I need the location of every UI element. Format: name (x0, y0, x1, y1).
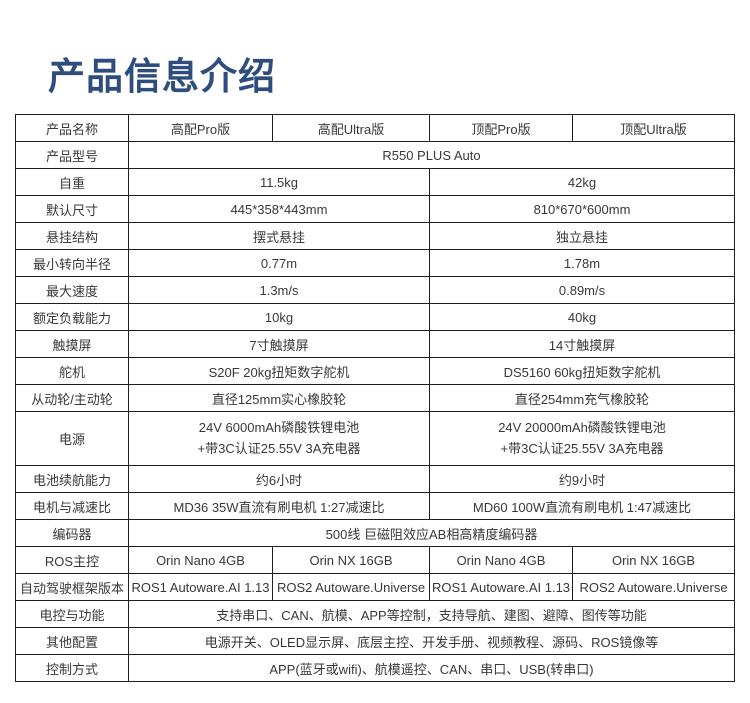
row-label: 触摸屏 (15, 330, 129, 358)
cell-value: 独立悬挂 (429, 222, 735, 250)
cell-value: 支持串口、CAN、航模、APP等控制，支持导航、建图、避障、图传等功能 (128, 600, 735, 628)
row-battery-life: 电池续航能力 约6小时 约9小时 (15, 465, 735, 493)
cell-value: ROS2 Autoware.Universe (272, 573, 430, 601)
row-other-config: 其他配置 电源开关、OLED显示屏、底层主控、开发手册、视频教程、源码、ROS镜… (15, 627, 735, 655)
cell-value: 直径254mm充气橡胶轮 (429, 384, 735, 412)
spec-header-row: 产品名称 高配Pro版 高配Ultra版 顶配Pro版 顶配Ultra版 (15, 114, 735, 142)
cell-value: 0.89m/s (429, 276, 735, 304)
row-min-turning-radius: 最小转向半径 0.77m 1.78m (15, 249, 735, 277)
row-label: 自动驾驶框架版本 (15, 573, 129, 601)
product-spec-table: 产品名称 高配Pro版 高配Ultra版 顶配Pro版 顶配Ultra版 产品型… (15, 114, 735, 682)
row-label: 电池续航能力 (15, 465, 129, 493)
row-label: ROS主控 (15, 546, 129, 574)
header-col-pro: 高配Pro版 (128, 114, 273, 142)
row-label: 电机与减速比 (15, 492, 129, 520)
row-label: 电控与功能 (15, 600, 129, 628)
cell-value: 500线 巨磁阻效应AB相高精度编码器 (128, 519, 735, 547)
row-label: 电源 (15, 411, 129, 466)
cell-value: 10kg (128, 303, 430, 331)
row-weight: 自重 11.5kg 42kg (15, 168, 735, 196)
row-label: 产品型号 (15, 141, 129, 169)
row-control-features: 电控与功能 支持串口、CAN、航模、APP等控制，支持导航、建图、避障、图传等功… (15, 600, 735, 628)
row-control-methods: 控制方式 APP(蓝牙或wifi)、航模遥控、CAN、串口、USB(转串口) (15, 654, 735, 682)
row-label: 最大速度 (15, 276, 129, 304)
row-autoware-version: 自动驾驶框架版本 ROS1 Autoware.AI 1.13 ROS2 Auto… (15, 573, 735, 601)
cell-value: 约9小时 (429, 465, 735, 493)
cell-value: DS5160 60kg扭矩数字舵机 (429, 357, 735, 385)
cell-value: MD36 35W直流有刷电机 1:27减速比 (128, 492, 430, 520)
row-default-size: 默认尺寸 445*358*443mm 810*670*600mm (15, 195, 735, 223)
row-label: 自重 (15, 168, 129, 196)
cell-value: 11.5kg (128, 168, 430, 196)
cell-value: 14寸触摸屏 (429, 330, 735, 358)
header-col-top-ultra: 顶配Ultra版 (572, 114, 735, 142)
row-label: 舵机 (15, 357, 129, 385)
cell-value: 445*358*443mm (128, 195, 430, 223)
row-label: 额定负载能力 (15, 303, 129, 331)
row-label: 其他配置 (15, 627, 129, 655)
cell-value: 1.78m (429, 249, 735, 277)
header-col-top-pro: 顶配Pro版 (429, 114, 573, 142)
cell-value: 直径125mm实心橡胶轮 (128, 384, 430, 412)
cell-value: 810*670*600mm (429, 195, 735, 223)
row-label: 从动轮/主动轮 (15, 384, 129, 412)
cell-value: 24V 20000mAh磷酸铁锂电池 +带3C认证25.55V 3A充电器 (429, 411, 735, 466)
page-title: 产品信息介绍 (48, 56, 276, 97)
row-power-supply: 电源 24V 6000mAh磷酸铁锂电池 +带3C认证25.55V 3A充电器 … (15, 411, 735, 466)
row-rated-load: 额定负载能力 10kg 40kg (15, 303, 735, 331)
cell-value: 电源开关、OLED显示屏、底层主控、开发手册、视频教程、源码、ROS镜像等 (128, 627, 735, 655)
cell-value: 40kg (429, 303, 735, 331)
row-max-speed: 最大速度 1.3m/s 0.89m/s (15, 276, 735, 304)
cell-value: Orin NX 16GB (572, 546, 735, 574)
cell-value: Orin Nano 4GB (429, 546, 573, 574)
cell-value: 24V 6000mAh磷酸铁锂电池 +带3C认证25.55V 3A充电器 (128, 411, 430, 466)
cell-value: ROS2 Autoware.Universe (572, 573, 735, 601)
cell-value: 摆式悬挂 (128, 222, 430, 250)
row-motor-reduction: 电机与减速比 MD36 35W直流有刷电机 1:27减速比 MD60 100W直… (15, 492, 735, 520)
cell-value: Orin Nano 4GB (128, 546, 273, 574)
cell-value: 0.77m (128, 249, 430, 277)
header-product-name: 产品名称 (15, 114, 129, 142)
row-label: 最小转向半径 (15, 249, 129, 277)
row-suspension: 悬挂结构 摆式悬挂 独立悬挂 (15, 222, 735, 250)
cell-value: ROS1 Autoware.AI 1.13 (429, 573, 573, 601)
row-label: 控制方式 (15, 654, 129, 682)
row-encoder: 编码器 500线 巨磁阻效应AB相高精度编码器 (15, 519, 735, 547)
row-wheels: 从动轮/主动轮 直径125mm实心橡胶轮 直径254mm充气橡胶轮 (15, 384, 735, 412)
row-product-model: 产品型号 R550 PLUS Auto (15, 141, 735, 169)
row-label: 默认尺寸 (15, 195, 129, 223)
header-col-ultra: 高配Ultra版 (272, 114, 430, 142)
row-ros-master: ROS主控 Orin Nano 4GB Orin NX 16GB Orin Na… (15, 546, 735, 574)
cell-value: APP(蓝牙或wifi)、航模遥控、CAN、串口、USB(转串口) (128, 654, 735, 682)
cell-value: S20F 20kg扭矩数字舵机 (128, 357, 430, 385)
row-label: 编码器 (15, 519, 129, 547)
cell-value: 1.3m/s (128, 276, 430, 304)
cell-value: ROS1 Autoware.AI 1.13 (128, 573, 273, 601)
cell-value: 约6小时 (128, 465, 430, 493)
cell-value: Orin NX 16GB (272, 546, 430, 574)
row-label: 悬挂结构 (15, 222, 129, 250)
cell-value: 7寸触摸屏 (128, 330, 430, 358)
cell-value: 42kg (429, 168, 735, 196)
cell-value: MD60 100W直流有刷电机 1:47减速比 (429, 492, 735, 520)
row-touchscreen: 触摸屏 7寸触摸屏 14寸触摸屏 (15, 330, 735, 358)
cell-value: R550 PLUS Auto (128, 141, 735, 169)
row-servo: 舵机 S20F 20kg扭矩数字舵机 DS5160 60kg扭矩数字舵机 (15, 357, 735, 385)
